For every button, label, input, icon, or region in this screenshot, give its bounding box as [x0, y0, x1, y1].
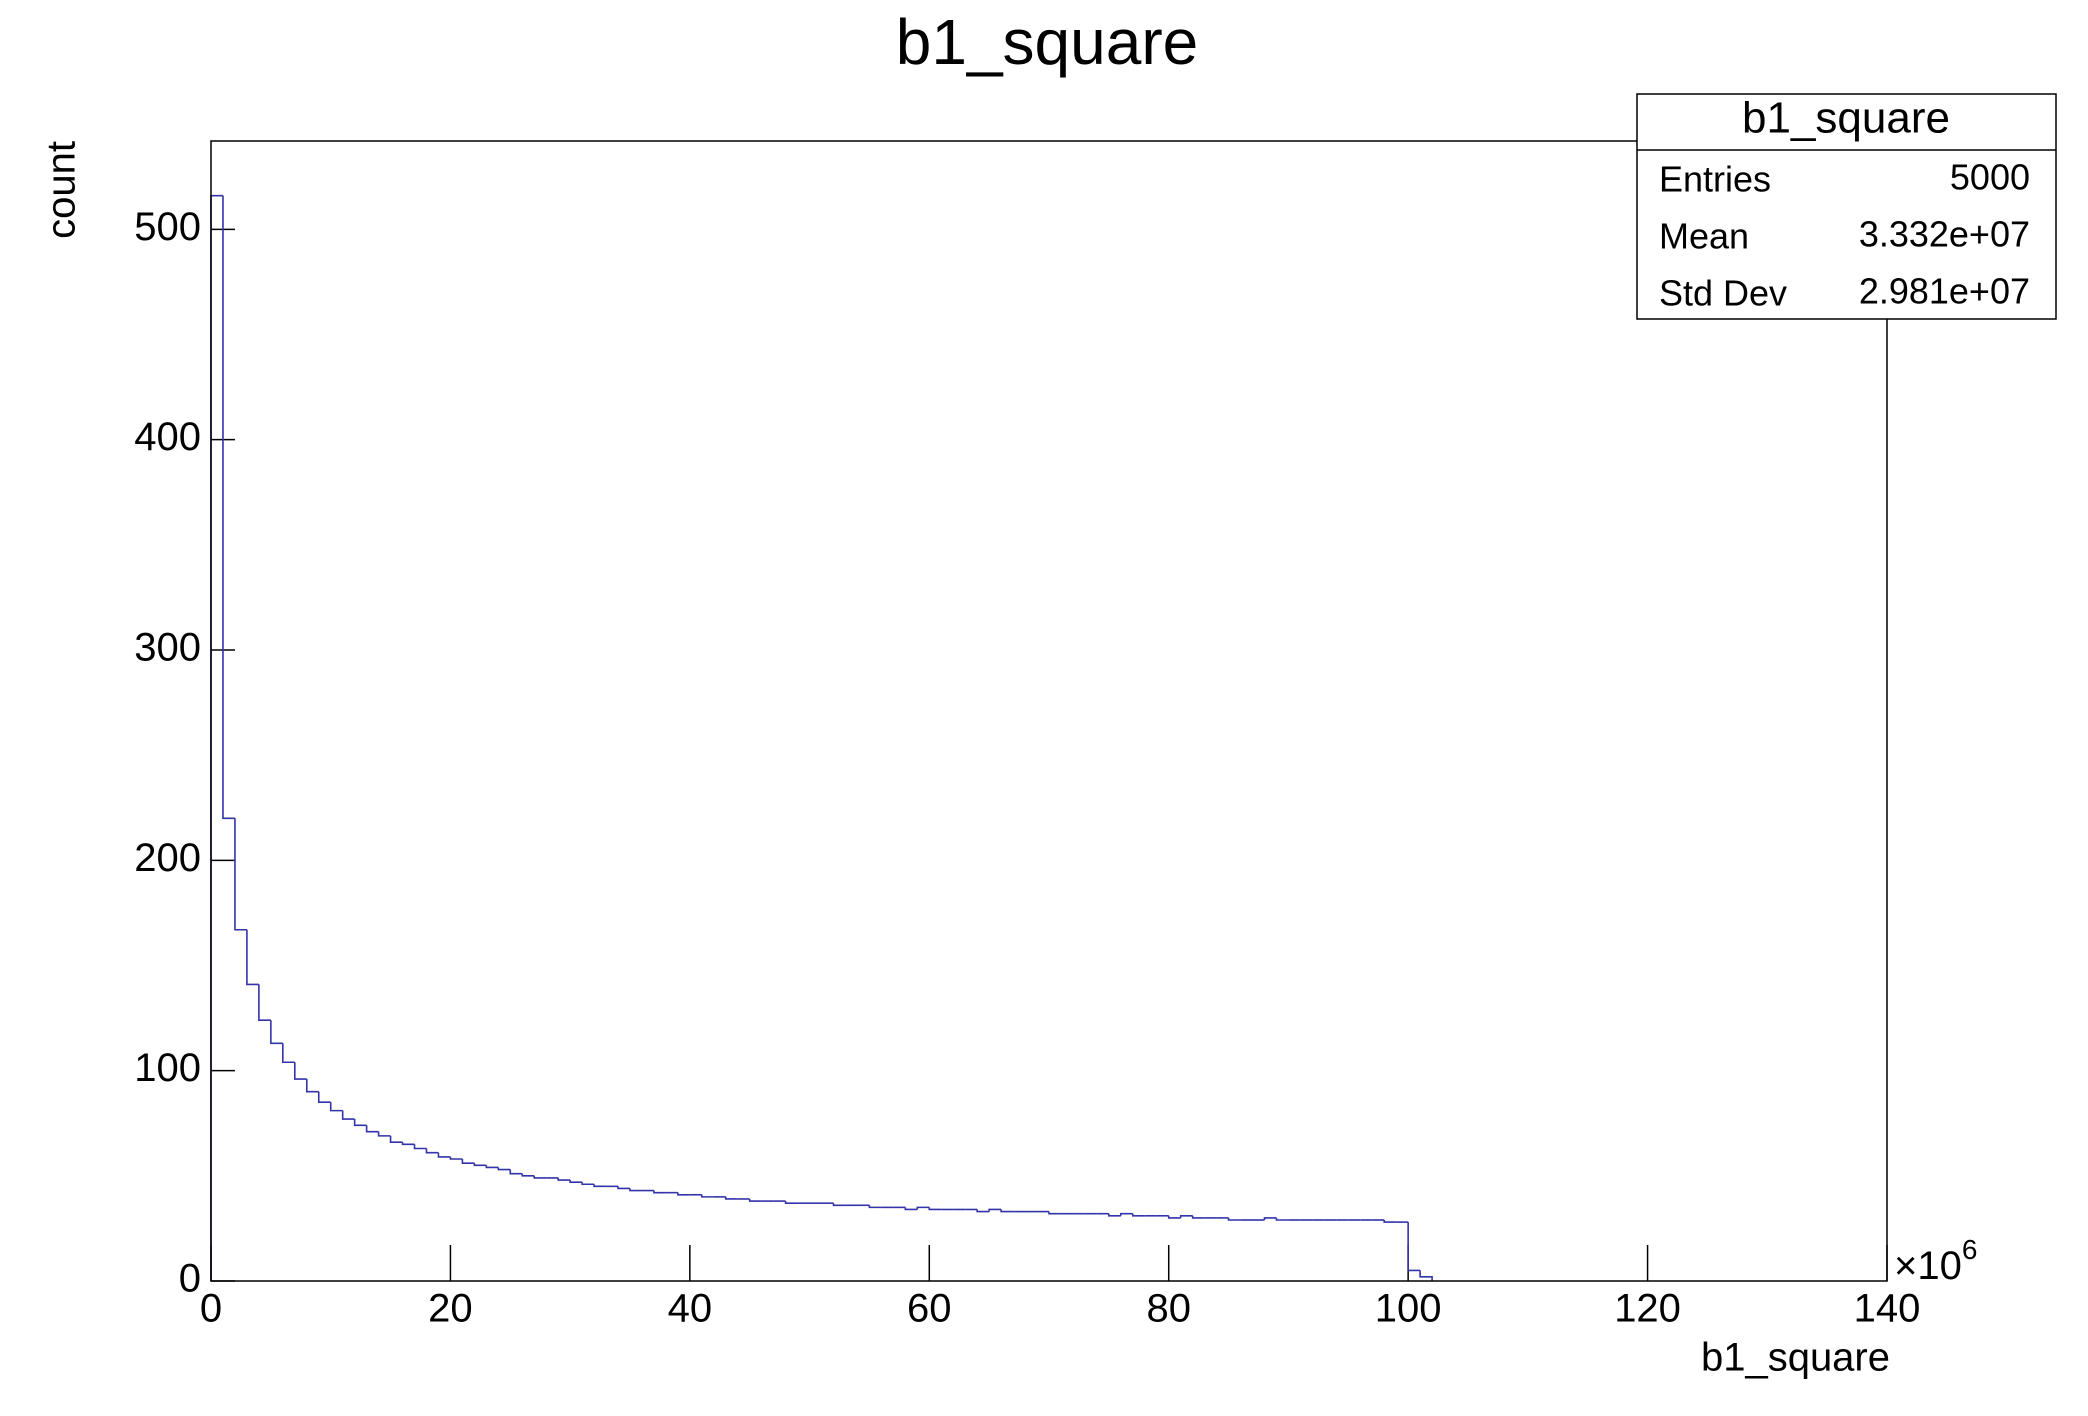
x-tick-label: 120 — [1614, 1287, 1681, 1331]
stats-box: b1_square Entries 5000 Mean 3.332e+07 St… — [1636, 93, 2057, 320]
histogram-bin — [653, 1190, 666, 1194]
histogram-bin — [437, 1152, 451, 1158]
frame — [210, 140, 1888, 1282]
histogram-bin — [677, 1192, 690, 1196]
y-axis-label: count — [40, 141, 84, 239]
histogram-bin — [868, 1205, 882, 1209]
histogram-bin — [234, 818, 247, 931]
y-tick-label: 100 — [134, 1046, 201, 1090]
histogram-bin — [832, 1203, 846, 1207]
stats-frame — [1636, 93, 2057, 320]
x-tick-label: 40 — [668, 1287, 713, 1331]
histogram-bin — [1167, 1215, 1181, 1219]
histogram-bin — [461, 1159, 475, 1165]
histogram-bin — [724, 1196, 738, 1200]
stats-value: 2.981e+07 — [1859, 271, 2030, 312]
histogram-bin — [701, 1194, 714, 1198]
x-scale-exponent: 6 — [1962, 1234, 1978, 1265]
histogram-bin — [928, 1207, 942, 1211]
histogram-bin — [341, 1110, 355, 1120]
histogram-bin — [497, 1167, 511, 1171]
histogram-bin — [1000, 1209, 1014, 1213]
histogram-bin — [270, 1020, 283, 1045]
x-tick-label: 80 — [1146, 1287, 1191, 1331]
histogram-bin — [521, 1173, 535, 1177]
stats-value: 3.332e+07 — [1859, 214, 2030, 255]
histogram-bin — [1120, 1212, 1133, 1216]
histogram-bin — [353, 1119, 367, 1127]
histogram-bin — [629, 1188, 642, 1192]
histogram-bin — [377, 1131, 391, 1137]
histogram-bin — [282, 1043, 295, 1064]
x-scale-base: ×10 — [1894, 1244, 1962, 1288]
histogram-bin — [569, 1180, 583, 1183]
histogram-bin — [617, 1186, 630, 1190]
histogram-bin — [1275, 1217, 1289, 1221]
y-tick-label: 300 — [134, 626, 201, 670]
histogram-bin — [449, 1156, 463, 1160]
histogram-bin — [1108, 1213, 1121, 1217]
histogram-bin — [365, 1125, 379, 1133]
histogram-bin — [401, 1142, 415, 1146]
histogram-bin — [246, 929, 259, 986]
chart-title: b1_square — [896, 6, 1198, 78]
histogram-bin — [593, 1184, 607, 1188]
stats-title: b1_square — [1742, 94, 1950, 143]
x-tick-label: 0 — [200, 1287, 222, 1331]
histogram-bin — [305, 1079, 319, 1093]
histogram-bin — [258, 984, 271, 1021]
histogram-bin — [509, 1169, 523, 1175]
x-axis-label: b1_square — [1701, 1336, 1890, 1380]
histogram-bin — [389, 1135, 403, 1143]
histogram-bin — [1407, 1222, 1421, 1272]
histogram-bin — [784, 1201, 798, 1204]
histogram-bin — [1132, 1213, 1145, 1217]
stats-key: Mean — [1659, 216, 1749, 257]
x-tick-label: 140 — [1854, 1287, 1921, 1331]
histogram-bin — [557, 1177, 571, 1181]
histogram-bin — [329, 1102, 343, 1112]
histogram-bin — [1263, 1217, 1277, 1220]
x-tick-label: 100 — [1375, 1287, 1442, 1331]
stats-key: Entries — [1659, 159, 1771, 200]
histogram-bin — [916, 1206, 930, 1210]
histogram-bin — [222, 195, 235, 820]
histogram-bin — [1227, 1217, 1241, 1221]
histogram-bin — [988, 1208, 1002, 1212]
histogram-bin — [485, 1165, 499, 1169]
x-scale-label: ×106 — [1894, 1234, 1977, 1287]
histogram-bin — [904, 1207, 918, 1211]
histogram-bin — [1191, 1215, 1205, 1219]
histogram-bin — [1048, 1211, 1061, 1215]
histogram-bin — [294, 1062, 307, 1080]
x-tick-label: 60 — [907, 1287, 952, 1331]
histogram-bin — [1383, 1220, 1397, 1223]
y-tick-label: 200 — [134, 836, 201, 880]
y-tick-label: 400 — [134, 415, 201, 459]
histogram-bin — [317, 1091, 331, 1104]
stats-value: 5000 — [1950, 157, 2030, 198]
plot-area: 0 20 40 60 80 100 120 140 0 100 200 300 400 500 — [134, 194, 1921, 1331]
histogram-bin — [976, 1209, 990, 1213]
y-tick-label: 0 — [179, 1257, 201, 1301]
histogram-bin — [533, 1175, 547, 1179]
stats-key: Std Dev — [1659, 273, 1787, 314]
histogram-bin — [1179, 1215, 1193, 1218]
y-tick-label: 500 — [134, 205, 201, 249]
histogram-bin — [425, 1148, 439, 1154]
histogram-bin — [748, 1198, 762, 1202]
histogram-bin — [473, 1163, 487, 1167]
histogram-bin — [581, 1182, 595, 1186]
x-tick-label: 20 — [428, 1287, 473, 1331]
histogram-bin — [413, 1144, 427, 1150]
histogram-bin — [1419, 1270, 1433, 1281]
